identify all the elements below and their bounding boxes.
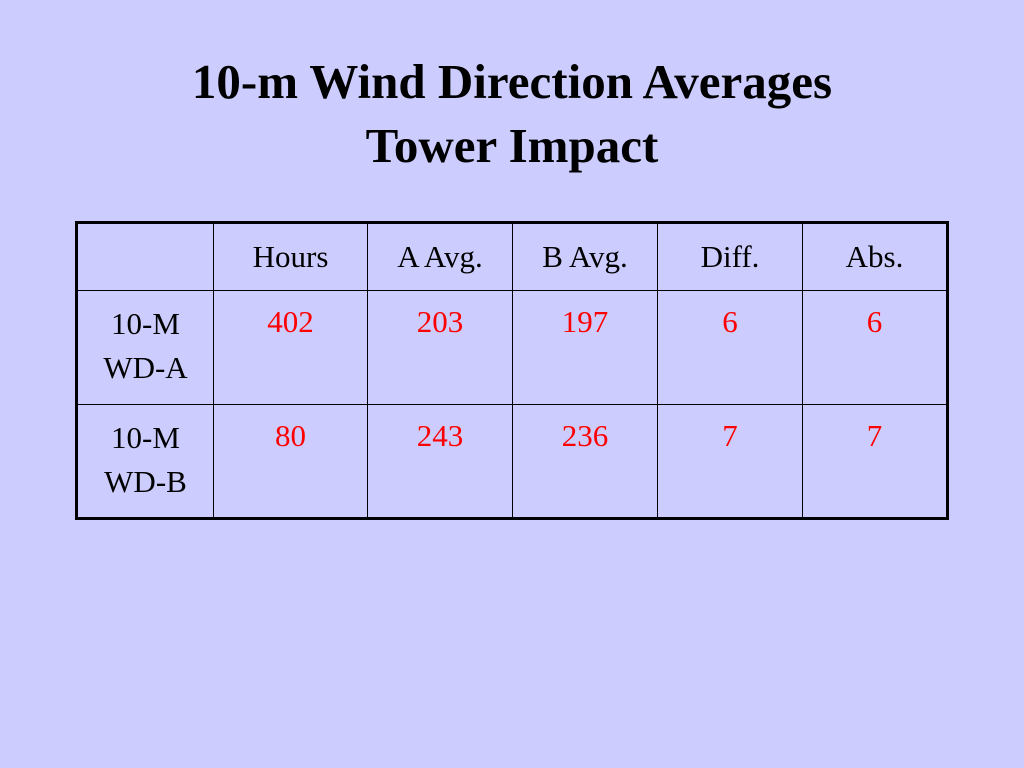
row-label-line-2: WD-B — [104, 464, 187, 499]
title-line-2: Tower Impact — [365, 118, 659, 173]
slide-title: 10-m Wind Direction Averages Tower Impac… — [0, 50, 1024, 178]
cell-abs: 6 — [802, 290, 948, 405]
header-cell-hours: Hours — [213, 222, 368, 291]
row-label-cell: 10-M WD-A — [76, 290, 214, 405]
title-line-1: 10-m Wind Direction Averages — [191, 54, 833, 109]
header-cell-empty — [76, 222, 214, 291]
row-label-cell: 10-M WD-B — [76, 404, 214, 519]
cell-diff: 6 — [657, 290, 803, 405]
table-row: 10-M WD-A 402 203 197 6 6 — [76, 290, 948, 405]
cell-b-avg: 236 — [512, 404, 658, 519]
cell-hours: 402 — [213, 290, 368, 405]
cell-diff: 7 — [657, 404, 803, 519]
header-cell-diff: Diff. — [657, 222, 803, 291]
cell-a-avg: 243 — [367, 404, 513, 519]
row-label-line-1: 10-M — [111, 420, 180, 455]
header-cell-b-avg: B Avg. — [512, 222, 658, 291]
header-cell-abs: Abs. — [802, 222, 948, 291]
row-label-line-2: WD-A — [103, 350, 188, 385]
cell-hours: 80 — [213, 404, 368, 519]
table-row: 10-M WD-B 80 243 236 7 7 — [76, 404, 948, 519]
cell-a-avg: 203 — [367, 290, 513, 405]
cell-b-avg: 197 — [512, 290, 658, 405]
wind-direction-table: Hours A Avg. B Avg. Diff. Abs. 10-M WD-A… — [75, 221, 949, 520]
row-label-line-1: 10-M — [111, 306, 180, 341]
table-header-row: Hours A Avg. B Avg. Diff. Abs. — [76, 222, 948, 291]
header-cell-a-avg: A Avg. — [367, 222, 513, 291]
cell-abs: 7 — [802, 404, 948, 519]
